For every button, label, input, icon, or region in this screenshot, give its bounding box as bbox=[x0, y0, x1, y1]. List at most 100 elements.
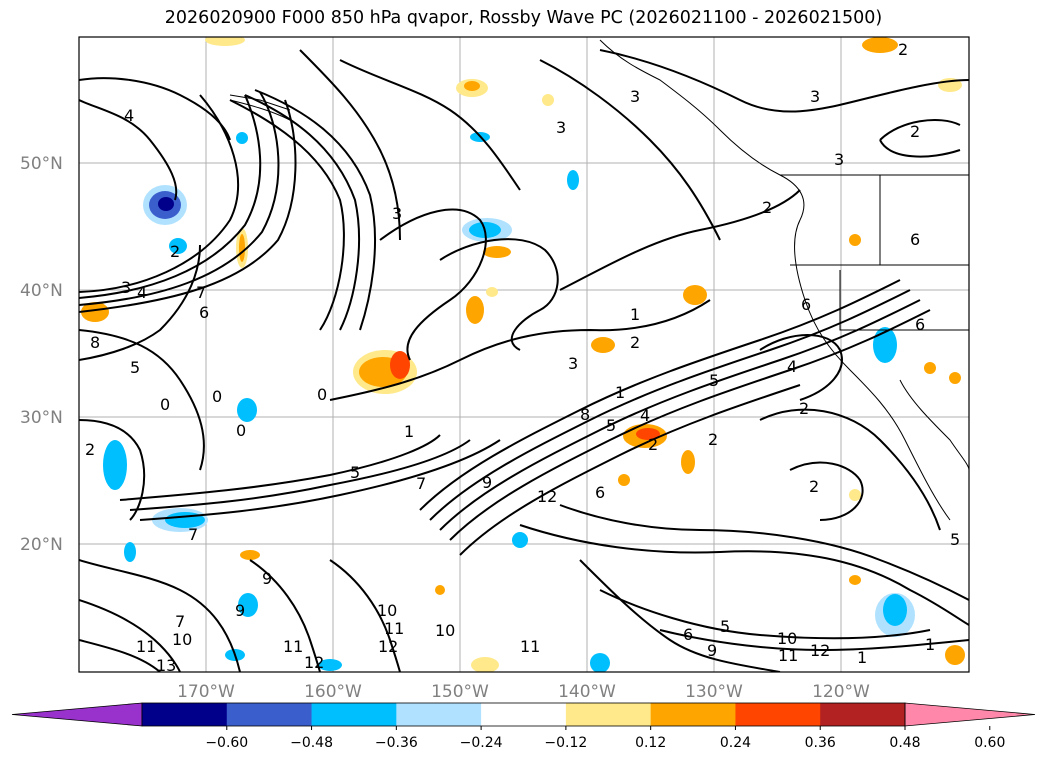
coastlines bbox=[229, 39, 969, 521]
contour-label: 6 bbox=[910, 230, 920, 249]
contour-label: 0 bbox=[317, 385, 327, 404]
contour-label: 6 bbox=[801, 295, 811, 314]
lat-label-20n: 20°N bbox=[20, 535, 63, 555]
contour-label: 3 bbox=[392, 204, 402, 223]
contour-label: 9 bbox=[482, 473, 492, 492]
colorbar-segment bbox=[650, 703, 736, 726]
colorbar-extend-high bbox=[904, 702, 1036, 727]
contour-label: 9 bbox=[235, 601, 245, 620]
colorbar-tick-label: 0.60 bbox=[974, 735, 1005, 751]
map-background bbox=[79, 37, 969, 672]
colorbar-tick-label: −0.60 bbox=[205, 735, 248, 751]
contour-label: 5 bbox=[709, 371, 719, 390]
contour-label: 6 bbox=[199, 303, 209, 322]
contour-label: 5 bbox=[606, 416, 616, 435]
colorbar: −0.60 −0.48 −0.36 −0.24 −0.12 0.12 0.24 0.36 0.4… bbox=[11, 702, 1036, 751]
colorbar-tick-label: −0.48 bbox=[290, 735, 333, 751]
contour-label: 2 bbox=[648, 435, 658, 454]
contour-label: 6 bbox=[915, 315, 925, 334]
contour-label: 4 bbox=[787, 357, 797, 376]
colorbar-segment bbox=[311, 703, 397, 726]
lat-label-50n: 50°N bbox=[20, 154, 63, 174]
qvapor-contours bbox=[79, 49, 969, 672]
contour-label: 9 bbox=[262, 569, 272, 588]
contour-label: 3 bbox=[121, 278, 131, 297]
contour-label: 2 bbox=[898, 40, 908, 59]
contour-label: 3 bbox=[630, 87, 640, 106]
map-frame bbox=[78, 36, 970, 673]
contour-label: 7 bbox=[196, 283, 206, 302]
contour-label: 2 bbox=[170, 242, 180, 261]
lon-label-140w: 140°W bbox=[558, 682, 616, 702]
lon-label-170w: 170°W bbox=[177, 682, 235, 702]
lon-label-130w: 130°W bbox=[685, 682, 743, 702]
contour-label: 3 bbox=[810, 87, 820, 106]
colorbar-tick-label: −0.24 bbox=[460, 735, 503, 751]
contour-label: 5 bbox=[350, 463, 360, 482]
contour-label: 13 bbox=[156, 656, 176, 675]
colorbar-segment bbox=[226, 703, 313, 726]
contour-label: 0 bbox=[212, 387, 222, 406]
contour-label: 10 bbox=[435, 621, 455, 640]
contour-label: 10 bbox=[377, 601, 397, 620]
contour-label: 8 bbox=[580, 405, 590, 424]
colorbar-tick-label: 0.12 bbox=[635, 735, 666, 751]
contour-label: 5 bbox=[950, 530, 960, 549]
contour-label: 11 bbox=[283, 637, 303, 656]
colorbar-segment bbox=[396, 703, 482, 726]
contour-label: 3 bbox=[556, 118, 566, 137]
contour-labels: 4 3 4 2 7 6 8 5 0 0 0 2 7 9 1 0 3 5 7 9 … bbox=[85, 40, 960, 675]
colorbar-segment bbox=[142, 703, 228, 726]
contour-label: 2 bbox=[799, 399, 809, 418]
longitude-labels: 170°W 160°W 150°W 140°W 130°W 120°W bbox=[177, 682, 870, 702]
contour-label: 2 bbox=[910, 122, 920, 141]
colorbar-extend-low bbox=[11, 702, 143, 727]
colorbar-segment bbox=[565, 703, 652, 726]
contour-label: 2 bbox=[708, 430, 718, 449]
contour-label: 11 bbox=[778, 646, 798, 665]
contour-label: 3 bbox=[834, 150, 844, 169]
colorbar-segment bbox=[481, 703, 567, 726]
colorbar-tick-label: 0.24 bbox=[720, 735, 751, 751]
lat-label-30n: 30°N bbox=[20, 408, 63, 428]
contour-label: 1 bbox=[925, 635, 935, 654]
lon-label-120w: 120°W bbox=[812, 682, 870, 702]
contour-label: 8 bbox=[90, 333, 100, 352]
contour-label: 2 bbox=[762, 198, 772, 217]
contour-label: 2 bbox=[85, 440, 95, 459]
map-title: 2026020900 F000 850 hPa qvapor, Rossby W… bbox=[164, 8, 883, 28]
contour-label: 9 bbox=[707, 641, 717, 660]
contour-label: 11 bbox=[136, 637, 156, 656]
contour-label: 12 bbox=[304, 653, 324, 672]
lat-label-40n: 40°N bbox=[20, 281, 63, 301]
contour-label: 6 bbox=[683, 625, 693, 644]
contour-label: 2 bbox=[809, 477, 819, 496]
colorbar-tick-label: 0.48 bbox=[889, 735, 920, 751]
colorbar-segment bbox=[820, 703, 906, 726]
contour-label: 11 bbox=[520, 637, 540, 656]
contour-label: 6 bbox=[595, 483, 605, 502]
contour-label: 1 bbox=[857, 648, 867, 667]
contour-label: 0 bbox=[236, 421, 246, 440]
contour-label: 7 bbox=[188, 525, 198, 544]
lon-label-160w: 160°W bbox=[304, 682, 362, 702]
contour-label: 2 bbox=[630, 333, 640, 352]
contour-label: 4 bbox=[124, 106, 134, 125]
colorbar-border bbox=[141, 702, 906, 727]
latitude-labels: 50°N 40°N 30°N 20°N bbox=[20, 154, 63, 555]
contour-label: 10 bbox=[777, 629, 797, 648]
contour-label: 4 bbox=[640, 406, 650, 425]
contour-label: 4 bbox=[137, 283, 147, 302]
contour-label: 12 bbox=[810, 641, 830, 660]
anomaly-fills bbox=[81, 37, 965, 672]
contour-label: 10 bbox=[172, 630, 192, 649]
colorbar-tick-label: −0.36 bbox=[375, 735, 418, 751]
contour-label: 7 bbox=[175, 612, 185, 631]
contour-label: 11 bbox=[384, 619, 404, 638]
contour-label: 0 bbox=[160, 395, 170, 414]
contour-label: 12 bbox=[378, 637, 398, 656]
colorbar-segment bbox=[735, 703, 821, 726]
contour-label: 5 bbox=[130, 358, 140, 377]
contour-label: 1 bbox=[615, 383, 625, 402]
